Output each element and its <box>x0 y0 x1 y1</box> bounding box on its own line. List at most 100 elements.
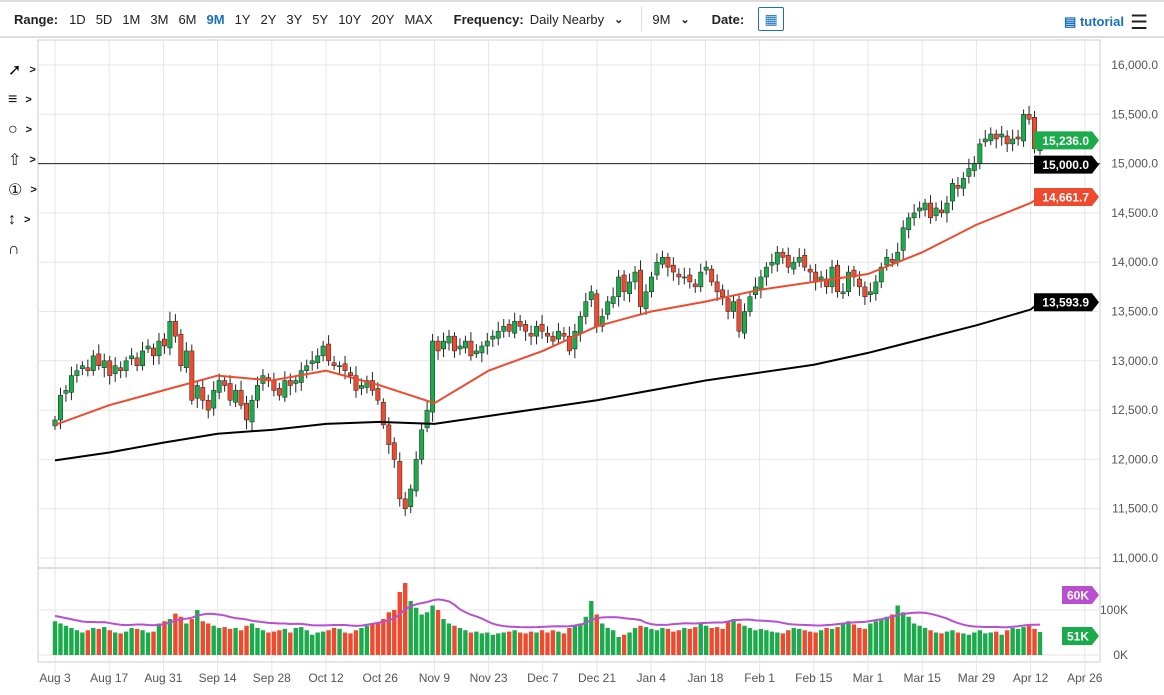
volume-bar <box>233 628 238 655</box>
candle <box>928 195 934 224</box>
candle <box>348 366 353 384</box>
range-5y[interactable]: 5Y <box>312 11 329 27</box>
range-6m[interactable]: 6M <box>178 11 197 27</box>
frequency-select[interactable]: Daily Nearby <box>529 11 605 27</box>
candle-body <box>63 390 69 394</box>
volume-ma-tag: 60K <box>1062 586 1099 604</box>
volume-bar <box>195 610 200 655</box>
price-tag-text: 13,593.9 <box>1042 296 1089 310</box>
candle <box>74 363 80 383</box>
range-3m[interactable]: 3M <box>150 11 169 27</box>
range-1y[interactable]: 1Y <box>234 11 251 27</box>
volume-bar <box>994 631 999 655</box>
candle <box>610 287 616 309</box>
candle-body <box>949 183 955 202</box>
arrow-tool[interactable]: ⇧ > <box>8 145 48 175</box>
volume-bar <box>501 632 506 655</box>
volume-bar <box>151 631 156 655</box>
candle-body <box>928 202 934 219</box>
x-tick-label: Aug 31 <box>144 671 182 685</box>
trendline-tool[interactable]: ➚ > <box>8 55 48 85</box>
candle-body <box>183 350 189 368</box>
candle-body <box>605 301 611 315</box>
range-max[interactable]: MAX <box>404 11 433 27</box>
range-20y[interactable]: 20Y <box>371 11 395 27</box>
tutorial-link[interactable]: ▤ tutorial <box>1064 14 1124 29</box>
candle <box>769 253 775 274</box>
candle-body <box>769 261 775 266</box>
candle-body <box>610 296 616 304</box>
volume-bar <box>320 631 326 655</box>
fibonacci-tool[interactable]: ≡ > <box>8 85 48 115</box>
period-select[interactable]: 9M <box>652 11 671 27</box>
candle <box>1021 109 1027 147</box>
chevron-down-icon[interactable]: ⌄ <box>680 13 690 26</box>
candle-body <box>271 380 277 391</box>
volume-bar <box>966 634 972 655</box>
hamburger-menu-icon[interactable]: ☰ <box>1130 12 1148 34</box>
candle-body <box>342 363 348 371</box>
volume-bar <box>1010 628 1015 655</box>
range-1m[interactable]: 1M <box>122 11 141 27</box>
volume-bar <box>107 630 112 655</box>
candle-body <box>649 276 654 293</box>
volume-bar <box>331 628 337 655</box>
candle-body <box>867 291 873 295</box>
range-5d[interactable]: 5D <box>95 11 113 27</box>
candle <box>293 375 299 393</box>
measure-tool[interactable]: ↕ > <box>8 205 48 235</box>
range-2y[interactable]: 2Y <box>260 11 277 27</box>
divider <box>641 7 643 31</box>
candle-body <box>884 257 890 266</box>
candle <box>599 308 605 333</box>
candle <box>955 176 961 197</box>
volume-bar <box>594 614 599 655</box>
calendar-icon[interactable]: ▦ <box>758 7 785 31</box>
chevron-down-icon[interactable]: ⌄ <box>614 13 624 26</box>
candle <box>145 339 151 354</box>
candle <box>714 274 720 301</box>
candle <box>375 382 381 405</box>
candle <box>413 451 419 497</box>
ma50-line <box>54 196 1041 426</box>
candle-body <box>966 168 972 177</box>
candle <box>818 271 824 288</box>
shape-tool[interactable]: ○ > <box>8 115 48 145</box>
candle-body <box>670 264 676 273</box>
ma50-price-tag: 14,661.7 <box>1034 187 1099 206</box>
candle-body <box>528 332 534 337</box>
price-tag-bg <box>1034 131 1099 150</box>
candle-body <box>659 257 665 265</box>
candle <box>763 262 769 286</box>
candle <box>742 303 747 339</box>
candle-body <box>807 268 813 273</box>
label-tool[interactable]: ① > <box>8 175 48 205</box>
volume-bar <box>567 628 572 655</box>
candle <box>982 130 988 147</box>
candle-body <box>971 163 977 171</box>
range-9m[interactable]: 9M <box>206 11 225 27</box>
candle <box>977 138 983 170</box>
candle <box>605 296 611 320</box>
volume-bar <box>846 621 851 655</box>
range-3y[interactable]: 3Y <box>286 11 303 27</box>
volume-bar <box>879 619 884 655</box>
candle <box>331 356 337 370</box>
magnet-tool[interactable]: ∩ <box>8 235 48 265</box>
y-tick-label: 11,500.0 <box>1112 502 1158 516</box>
range-10y[interactable]: 10Y <box>338 11 362 27</box>
volume-bar <box>408 601 413 655</box>
volume-bar <box>222 627 227 655</box>
volume-bar <box>517 632 523 655</box>
volume-bar <box>506 631 512 655</box>
volume-bar <box>824 628 829 655</box>
candle-body <box>309 360 315 365</box>
candle <box>577 311 583 342</box>
candle-body <box>993 133 999 140</box>
candle-body <box>900 227 906 251</box>
range-1d[interactable]: 1D <box>69 11 86 27</box>
candle-body <box>233 390 239 403</box>
volume-bar <box>906 616 911 655</box>
candle-body <box>840 291 846 295</box>
